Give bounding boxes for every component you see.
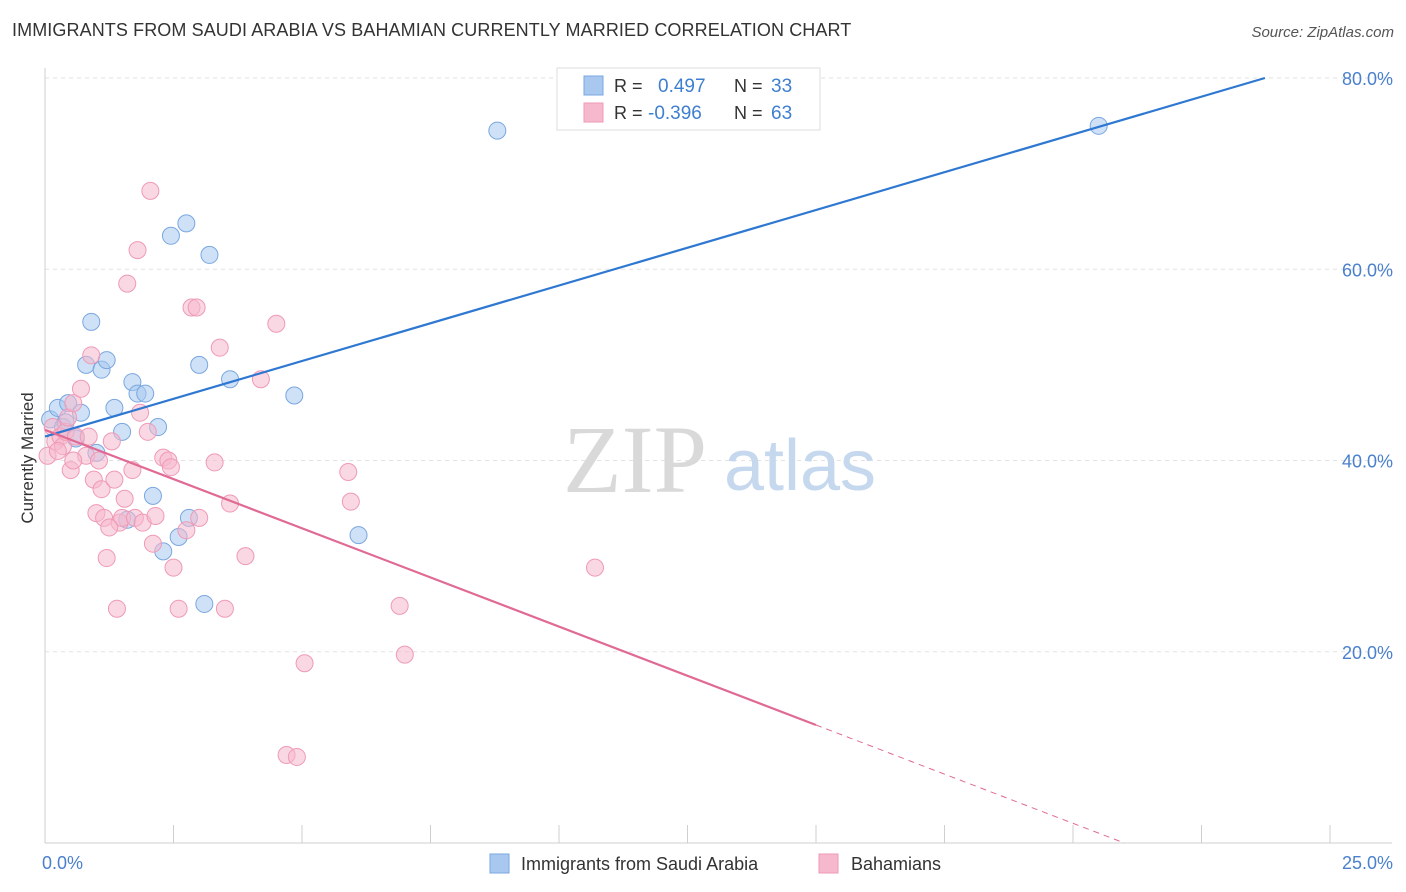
bahamian-point bbox=[102, 432, 121, 451]
stats-legend: R = 0.497 N = 33 R = -0.396 N = 63 bbox=[556, 67, 821, 131]
saudi-point bbox=[161, 226, 180, 245]
bahamian-point bbox=[146, 506, 165, 525]
legend-n-value-1: 33 bbox=[771, 76, 792, 97]
bahamian-point bbox=[287, 747, 306, 766]
bahamian-point bbox=[169, 599, 188, 618]
data-points bbox=[38, 116, 1108, 766]
bahamian-point bbox=[585, 558, 604, 577]
legend-n-value-2: 63 bbox=[771, 103, 792, 124]
legend-swatch-bahamians bbox=[818, 853, 839, 874]
bahamian-point bbox=[187, 298, 206, 317]
saudi-trend-line bbox=[44, 76, 1266, 438]
bahamian-point bbox=[164, 558, 183, 577]
legend-swatch-pink bbox=[583, 102, 604, 123]
legend-r-label-1: R = bbox=[614, 76, 643, 96]
bahamian-point bbox=[138, 422, 157, 441]
bahamian-point bbox=[390, 596, 409, 615]
bahamian-point bbox=[190, 508, 209, 527]
saudi-point bbox=[195, 594, 214, 613]
saudi-point bbox=[190, 355, 209, 374]
x-tick-label: 25.0% bbox=[1342, 853, 1393, 873]
bahamian-point bbox=[143, 534, 162, 553]
watermark-zip: ZIP bbox=[563, 406, 707, 513]
saudi-point bbox=[177, 214, 196, 233]
bahamian-point bbox=[64, 451, 83, 470]
bahamian-point bbox=[82, 346, 101, 365]
bahamian-point bbox=[210, 338, 229, 357]
bahamian-point bbox=[128, 241, 147, 260]
bahamian-point bbox=[105, 470, 124, 489]
bahamian-point bbox=[341, 492, 360, 511]
bahamian-point bbox=[92, 480, 111, 499]
watermark: ZIP atlas bbox=[563, 406, 876, 513]
saudi-point bbox=[200, 245, 219, 264]
legend-label-bahamians: Bahamians bbox=[851, 854, 941, 874]
bahamian-point bbox=[79, 427, 98, 446]
y-axis-label: Currently Married bbox=[18, 392, 37, 523]
saudi-point bbox=[285, 386, 304, 405]
legend-label-saudi: Immigrants from Saudi Arabia bbox=[521, 854, 759, 874]
bahamian-trend-line bbox=[44, 428, 817, 726]
bahamian-point bbox=[118, 274, 137, 293]
y-tick-label: 40.0% bbox=[1342, 452, 1393, 472]
legend-swatch-blue bbox=[583, 75, 604, 96]
bahamian-point bbox=[295, 654, 314, 673]
x-tick-label: 0.0% bbox=[42, 853, 83, 873]
bahamian-point bbox=[115, 489, 134, 508]
bahamian-point bbox=[215, 599, 234, 618]
chart-title: IMMIGRANTS FROM SAUDI ARABIA VS BAHAMIAN… bbox=[12, 20, 852, 40]
bahamian-point bbox=[395, 645, 414, 664]
bahamian-point bbox=[97, 549, 116, 568]
bahamian-point bbox=[205, 453, 224, 472]
legend-r-label-2: R = bbox=[614, 103, 643, 123]
bahamian-point bbox=[89, 451, 108, 470]
bahamian-point bbox=[161, 458, 180, 477]
bahamian-point bbox=[64, 394, 83, 413]
bahamian-point bbox=[177, 521, 196, 540]
trend-lines bbox=[44, 76, 1266, 844]
saudi-point bbox=[349, 526, 368, 545]
bahamian-point bbox=[267, 314, 286, 333]
bahamian-point bbox=[107, 599, 126, 618]
legend-r-value-1: 0.497 bbox=[658, 76, 706, 97]
grid bbox=[45, 77, 1392, 653]
bahamian-point bbox=[100, 518, 119, 537]
saudi-point bbox=[136, 384, 155, 403]
source-label: Source: ZipAtlas.com bbox=[1251, 24, 1394, 41]
y-tick-label: 80.0% bbox=[1342, 69, 1393, 89]
bahamian-point bbox=[141, 181, 160, 200]
saudi-point bbox=[488, 121, 507, 140]
saudi-point bbox=[82, 312, 101, 331]
legend-r-value-2: -0.396 bbox=[648, 103, 702, 124]
tick-labels: 20.0% 40.0% 60.0% 80.0% 0.0% 25.0% bbox=[42, 69, 1393, 873]
bahamian-trend-line-extension bbox=[815, 724, 1125, 844]
series-legend: Immigrants from Saudi Arabia Bahamians bbox=[489, 853, 941, 874]
bahamian-point bbox=[48, 441, 67, 460]
saudi-point bbox=[143, 486, 162, 505]
legend-swatch-saudi bbox=[489, 853, 510, 874]
bahamian-point bbox=[236, 547, 255, 566]
legend-n-label-1: N = bbox=[734, 76, 763, 96]
saudi-point bbox=[221, 370, 240, 389]
axes bbox=[44, 68, 1392, 844]
legend-n-label-2: N = bbox=[734, 103, 763, 123]
bahamian-point bbox=[71, 379, 90, 398]
y-tick-label: 60.0% bbox=[1342, 260, 1393, 280]
watermark-atlas: atlas bbox=[724, 426, 876, 506]
saudi-point bbox=[97, 351, 116, 370]
y-tick-label: 20.0% bbox=[1342, 643, 1393, 663]
bahamian-point bbox=[339, 462, 358, 481]
